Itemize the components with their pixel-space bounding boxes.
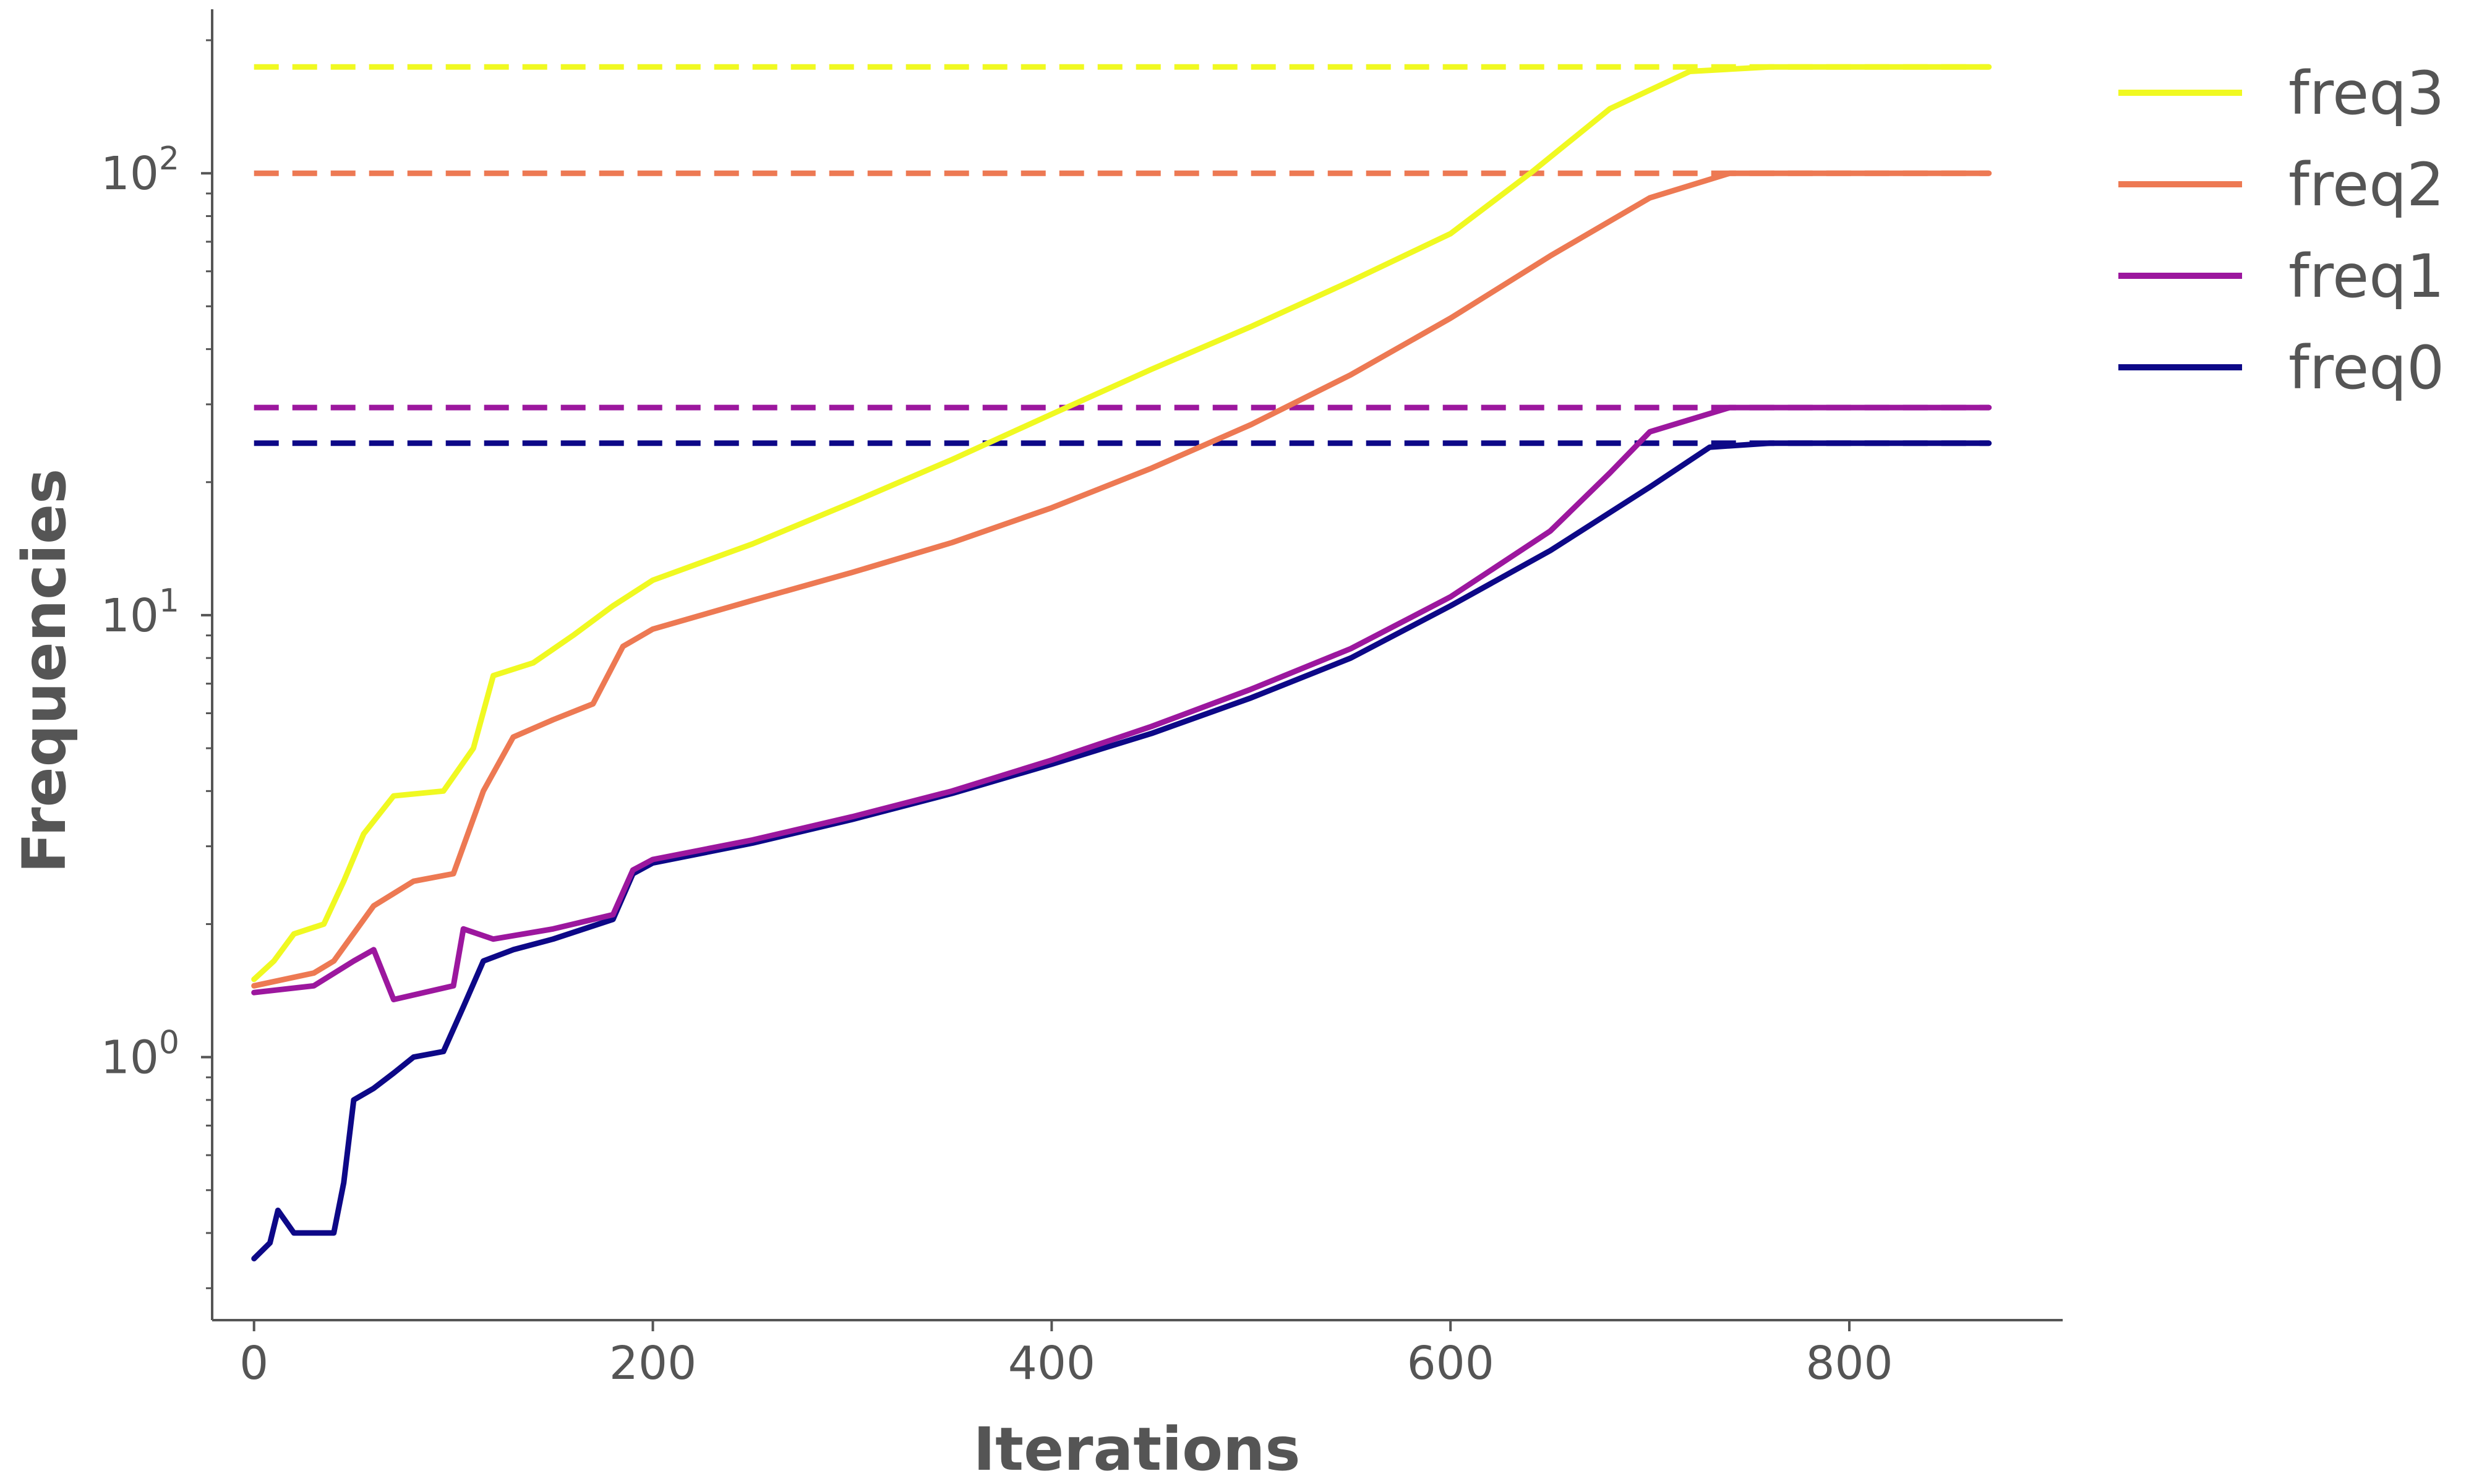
- x-axis-title: Iterations: [973, 1415, 1300, 1484]
- y-tick-label: 102: [101, 140, 179, 200]
- legend: freq3 freq2 freq1 freq0: [2118, 59, 2444, 403]
- series-lines: [251, 64, 1992, 1261]
- legend-label-freq2: freq2: [2288, 150, 2444, 220]
- y-tick-label: 100: [101, 1025, 179, 1085]
- legend-label-freq0: freq0: [2288, 333, 2444, 403]
- x-tick-label: 800: [1805, 1337, 1893, 1390]
- x-ticks: 0 200 400 600 800: [239, 1320, 1893, 1390]
- legend-label-freq3: freq3: [2288, 59, 2444, 128]
- freq2-line: [251, 170, 1992, 989]
- target-lines: [254, 64, 1989, 446]
- x-tick-label: 600: [1407, 1337, 1494, 1390]
- x-tick-label: 0: [239, 1337, 268, 1390]
- y-axis-title: Frequencies: [10, 469, 79, 873]
- freq3-line: [251, 64, 1992, 983]
- y-ticks: 100 101 102: [101, 39, 212, 1289]
- legend-label-freq1: freq1: [2288, 242, 2444, 311]
- axes: [211, 9, 2063, 1321]
- freq0-line: [251, 440, 1992, 1261]
- x-tick-label: 200: [609, 1337, 696, 1390]
- freq1-line: [251, 404, 1992, 1002]
- x-tick-label: 400: [1008, 1337, 1095, 1390]
- y-tick-label: 101: [101, 582, 179, 642]
